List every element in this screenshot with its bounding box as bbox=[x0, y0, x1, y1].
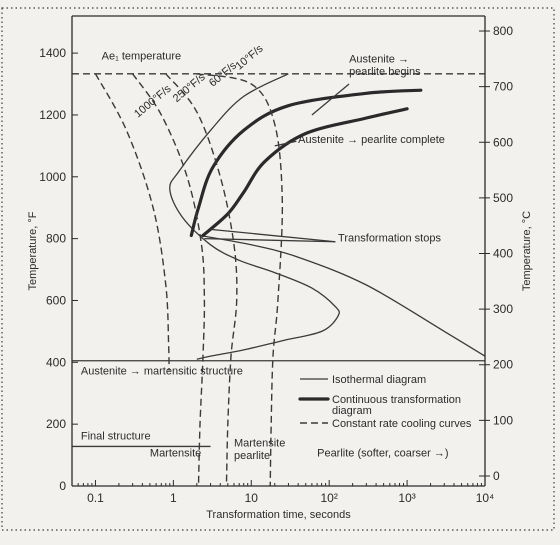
x-tick-label: 10⁴ bbox=[476, 491, 495, 505]
legend-label: Continuous transformation bbox=[332, 394, 461, 406]
legend-label-2: diagram bbox=[332, 405, 372, 417]
y-tick-label-left: 600 bbox=[46, 293, 66, 307]
x-tick-label: 10³ bbox=[398, 491, 415, 505]
series-line-dashed bbox=[132, 73, 206, 487]
series-line-dashed bbox=[94, 73, 170, 371]
y-tick-label-left: 800 bbox=[46, 232, 66, 246]
annotation-label: 1000°F/s bbox=[132, 82, 174, 120]
y-tick-label-right: 700 bbox=[493, 80, 513, 94]
series-line-dashed bbox=[165, 73, 238, 487]
y-tick-label-right: 400 bbox=[493, 247, 513, 261]
transformation-stops-leader-2 bbox=[204, 237, 336, 243]
series-line-thin bbox=[169, 73, 340, 360]
annotation-label: Final structure bbox=[81, 431, 151, 443]
annotation-label: Austenite → martensitic structure bbox=[81, 366, 243, 378]
page-dotted-border bbox=[1, 7, 555, 531]
x-tick-label: 10 bbox=[245, 491, 259, 505]
y-tick-label-right: 300 bbox=[493, 302, 513, 316]
y-tick-label-left: 0 bbox=[59, 479, 66, 493]
y-tick-label-right: 100 bbox=[493, 413, 513, 427]
y-tick-label-right: 500 bbox=[493, 191, 513, 205]
y-tick-label-left: 200 bbox=[46, 417, 66, 431]
annotation-label: pearlite begins bbox=[349, 66, 421, 78]
series-line-dashed bbox=[196, 73, 284, 487]
series-line-thin bbox=[199, 234, 486, 357]
transformation-stops-leader-1 bbox=[210, 228, 336, 243]
series-line-thick bbox=[201, 107, 409, 238]
annotation-label: Austenite → pearlite complete bbox=[298, 134, 445, 146]
annotation-label: Martensite bbox=[150, 448, 201, 460]
y-tick-label-left: 400 bbox=[46, 355, 66, 369]
x-axis-title: Transformation time, seconds bbox=[206, 509, 351, 521]
annotation-label: Austenite → bbox=[349, 53, 409, 65]
y-tick-label-right: 200 bbox=[493, 358, 513, 372]
y-tick-label-right: 0 bbox=[493, 469, 500, 483]
annotation-label: Pearlite (softer, coarser →) bbox=[317, 448, 448, 460]
y-tick-label-left: 1000 bbox=[39, 170, 66, 184]
annotation-label: Martensite bbox=[234, 437, 285, 449]
x-tick-label: 0.1 bbox=[87, 491, 104, 505]
x-tick-label: 10² bbox=[321, 491, 338, 505]
series-line-thick bbox=[189, 88, 423, 238]
legend-label: Isothermal diagram bbox=[332, 374, 426, 386]
annotation-label: Transformation stops bbox=[338, 233, 441, 245]
annotation-label: 60°F/s bbox=[207, 59, 240, 89]
pearlite-begins-leader bbox=[311, 83, 350, 116]
pearlite-complete-leader bbox=[274, 140, 297, 147]
x-tick-label: 1 bbox=[170, 491, 177, 505]
annotation-label: Ae₁ temperature bbox=[102, 50, 182, 62]
y-tick-label-left: 1200 bbox=[39, 108, 66, 122]
annotation-label: 10°F/s bbox=[233, 42, 266, 72]
y-tick-label-left: 1400 bbox=[39, 46, 66, 60]
y-axis-title-left: Temperature, °F bbox=[27, 211, 39, 290]
legend-label: Constant rate cooling curves bbox=[332, 418, 472, 430]
annotation-label: pearlite bbox=[234, 450, 270, 462]
y-tick-label-right: 800 bbox=[493, 24, 513, 38]
y-tick-label-right: 600 bbox=[493, 135, 513, 149]
y-axis-title-right: Temperature, °C bbox=[521, 211, 533, 291]
